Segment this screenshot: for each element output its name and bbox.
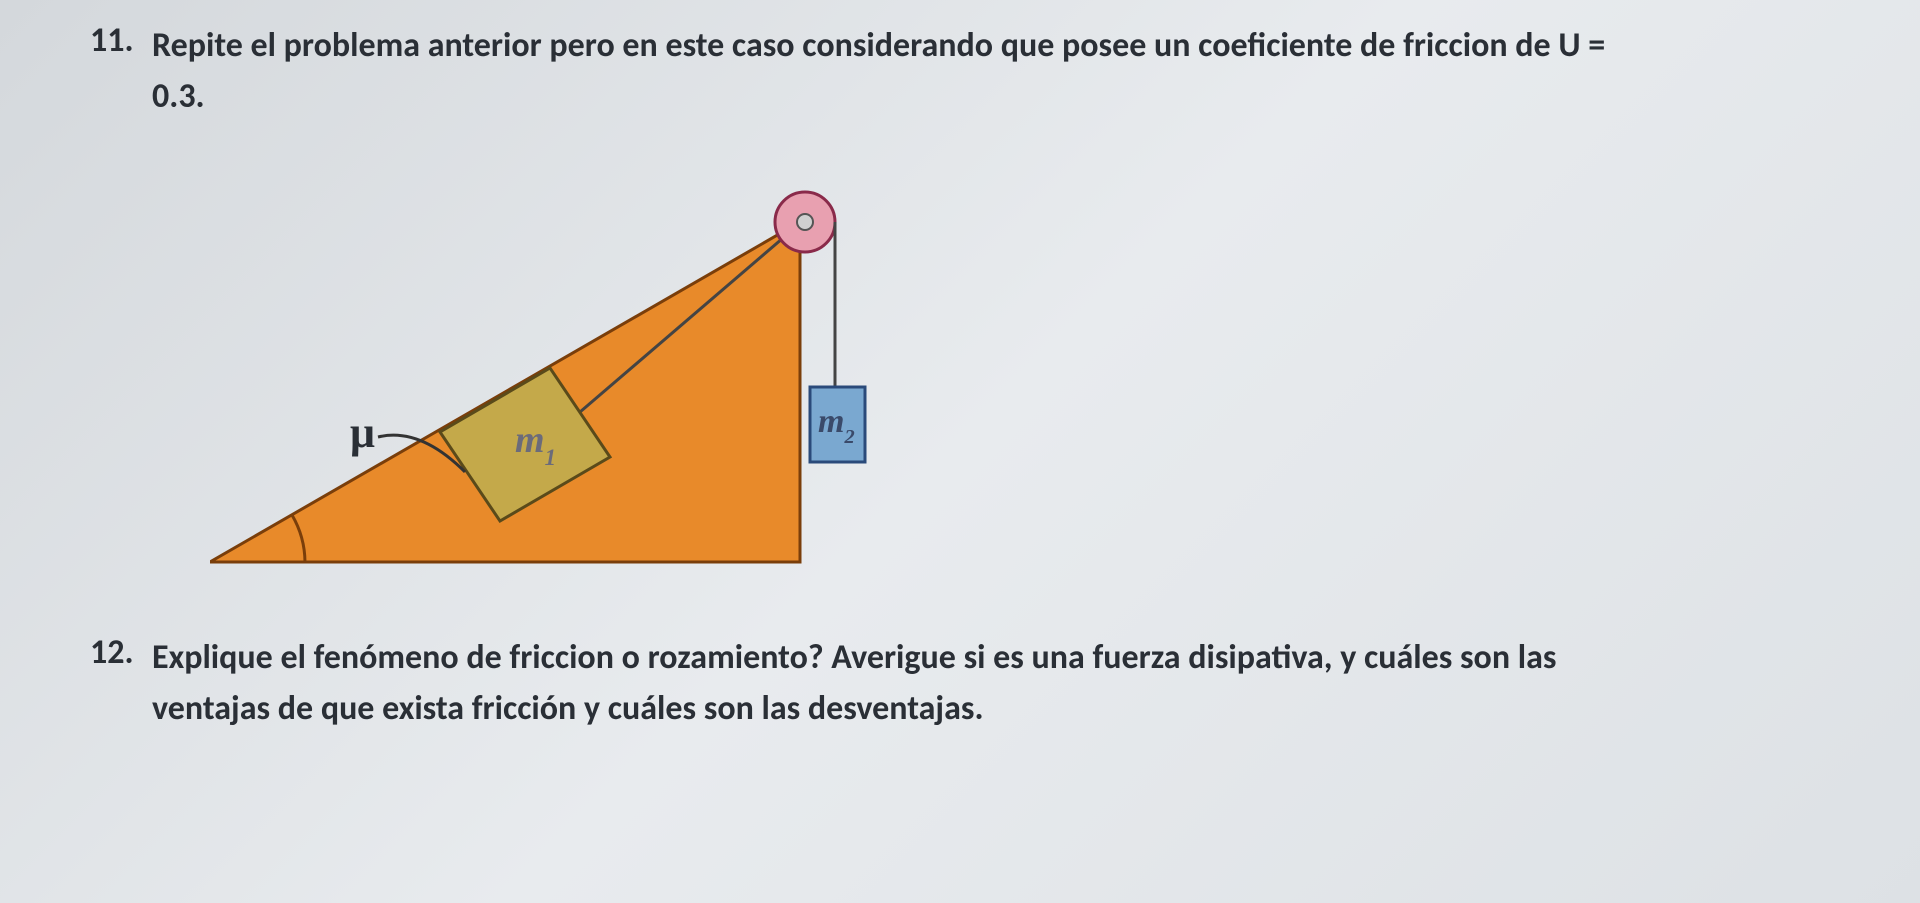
problem-11-number: 11. <box>90 20 140 61</box>
problem-12-line2: ventajas de que exista fricción y cuáles… <box>152 688 984 729</box>
problem-11: 11. Repite el problema anterior pero en … <box>90 20 1830 592</box>
problem-12: 12. Explique el fenómeno de friccion o r… <box>90 632 1830 734</box>
svg-text:μ: μ <box>350 408 375 457</box>
problem-12-text: 12. Explique el fenómeno de friccion o r… <box>90 632 1830 734</box>
diagram-svg: m1m2μ <box>210 162 910 592</box>
problem-11-text: 11. Repite el problema anterior pero en … <box>90 20 1830 122</box>
problem-12-line1: Explique el fenómeno de friccion o rozam… <box>152 637 1556 678</box>
physics-diagram: m1m2μ <box>210 162 910 592</box>
problem-11-body: Repite el problema anterior pero en este… <box>152 20 1605 122</box>
problem-12-body: Explique el fenómeno de friccion o rozam… <box>152 632 1556 734</box>
problem-11-line2: 0.3. <box>152 76 205 117</box>
problem-11-line1: Repite el problema anterior pero en este… <box>152 25 1605 66</box>
problem-12-number: 12. <box>90 632 140 673</box>
